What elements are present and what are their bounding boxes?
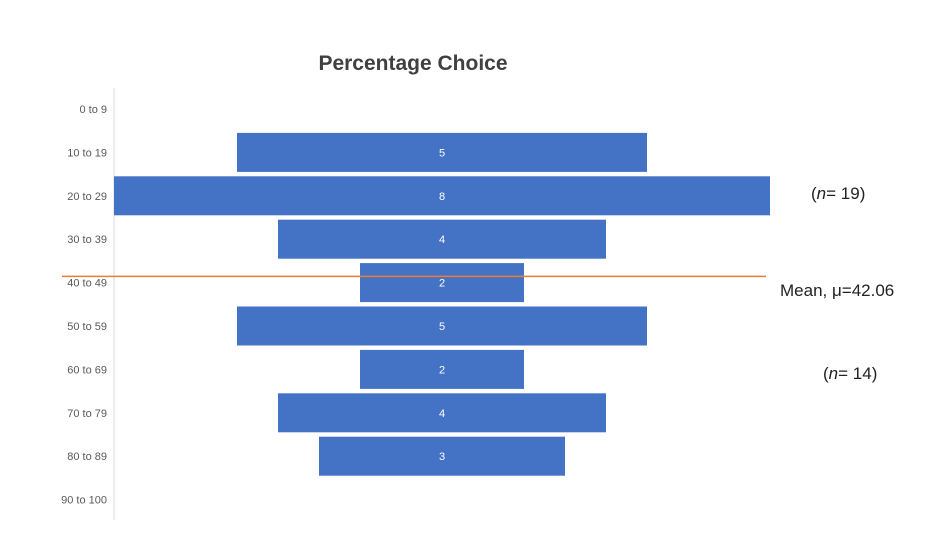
bar-data-label: 5: [439, 147, 445, 159]
y-tick-label: 50 to 59: [67, 321, 107, 333]
bar-data-label: 3: [439, 451, 445, 463]
bar: [360, 349, 524, 389]
bar: [360, 263, 524, 303]
y-tick-label: 10 to 19: [67, 147, 107, 159]
y-tick-label: 0 to 9: [79, 104, 107, 116]
bar: [278, 393, 606, 433]
annotation-n-top: (n= 19): [811, 184, 866, 203]
y-tick-label: 20 to 29: [67, 191, 107, 203]
bar: [319, 436, 565, 476]
y-tick-label: 40 to 49: [67, 278, 107, 290]
bar: [278, 219, 606, 259]
y-tick-label: 60 to 69: [67, 364, 107, 376]
bar: [114, 176, 770, 216]
bar-data-label: 4: [439, 234, 445, 246]
y-tick-label: 80 to 89: [67, 451, 107, 463]
bar: [237, 132, 647, 172]
bar-data-label: 8: [439, 191, 445, 203]
bar-data-label: 2: [439, 364, 445, 376]
bar: [237, 306, 647, 346]
y-tick-label: 90 to 100: [61, 495, 107, 507]
annotation-n-bottom: (n= 14): [823, 364, 878, 383]
y-tick-label: 30 to 39: [67, 234, 107, 246]
chart-title: Percentage Choice: [318, 52, 508, 75]
bar-data-label: 4: [439, 408, 445, 420]
bar-data-label: 2: [439, 278, 445, 290]
mean-label: Mean, μ=42.06: [780, 281, 895, 300]
y-tick-label: 70 to 79: [67, 408, 107, 420]
bar-data-label: 5: [439, 321, 445, 333]
